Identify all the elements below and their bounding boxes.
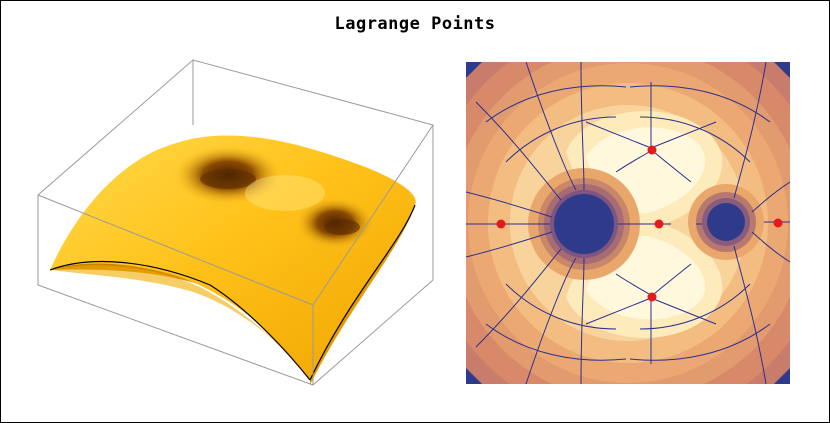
surface-plot bbox=[37, 59, 434, 386]
bounding-box bbox=[37, 59, 434, 280]
lagrange-points bbox=[496, 145, 783, 302]
lagrange-point-l1 bbox=[654, 219, 664, 229]
streamlines bbox=[466, 62, 790, 384]
potential-surface bbox=[49, 135, 416, 385]
lagrange-point-l5 bbox=[647, 292, 657, 302]
bounding-box-front bbox=[37, 124, 434, 386]
lagrange-point-l2 bbox=[773, 218, 783, 228]
field-plot bbox=[466, 62, 790, 384]
figure-title: Lagrange Points bbox=[334, 14, 496, 34]
mass-wells bbox=[554, 194, 745, 254]
lagrange-point-l4 bbox=[647, 145, 657, 155]
lagrange-point-l3 bbox=[496, 219, 506, 229]
contour-bands bbox=[466, 62, 790, 384]
